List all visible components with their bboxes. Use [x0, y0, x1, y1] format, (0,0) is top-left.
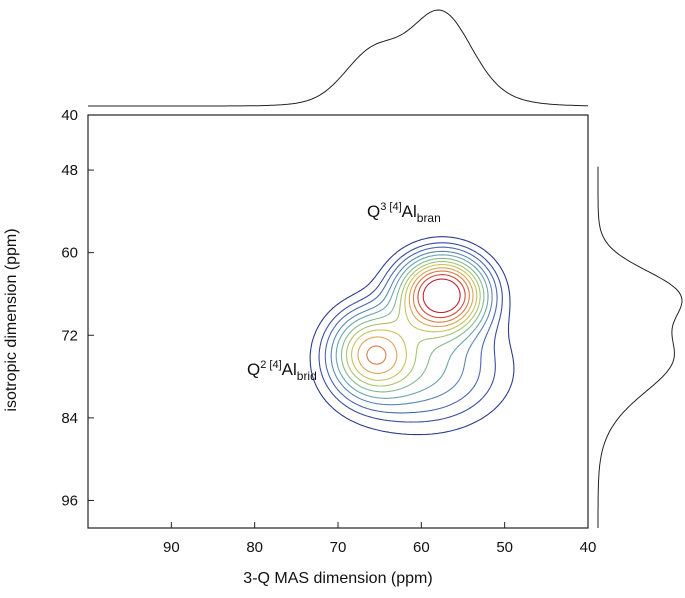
annotation-element: Al	[282, 360, 297, 379]
contour-line	[417, 274, 466, 319]
x-tick-label: 80	[246, 539, 263, 556]
y-tick-label: 48	[61, 162, 78, 179]
annotation: Q3 [4]Albran	[367, 201, 441, 225]
contour-line	[324, 246, 498, 414]
contour-line	[340, 257, 485, 393]
contour-line	[330, 250, 493, 406]
y-tick-label: 96	[61, 492, 78, 509]
x-tick-label: 40	[580, 539, 597, 556]
contour-line	[357, 267, 474, 374]
contour-line	[345, 261, 481, 387]
annotation-sub: bran	[417, 211, 441, 225]
annotation-sup: 3 [4]	[380, 201, 401, 213]
contour-line	[351, 263, 478, 381]
annotation-sup: 2 [4]	[260, 359, 281, 371]
annotation-main: Q	[247, 360, 260, 379]
y-axis-label: isotropic dimension (ppm)	[3, 228, 20, 411]
contour-line	[335, 254, 489, 399]
annotation-sub: brid	[297, 369, 317, 383]
top-projection	[88, 9, 588, 107]
annotation: Q2 [4]Albrid	[247, 359, 317, 383]
y-tick-label: 72	[61, 327, 78, 344]
side-projection	[597, 166, 683, 528]
x-axis-label: 3-Q MAS dimension (ppm)	[243, 570, 432, 587]
y-tick-label: 60	[61, 245, 78, 262]
annotation-element: Al	[402, 202, 417, 221]
y-tick-label: 40	[61, 107, 78, 124]
x-tick-label: 50	[496, 539, 513, 556]
contour-line	[309, 236, 515, 436]
contour-line	[318, 242, 503, 423]
annotation-main: Q	[367, 202, 380, 221]
y-tick-label: 84	[61, 410, 78, 427]
contour-line	[366, 270, 470, 365]
contour-line	[422, 278, 461, 314]
plot-frame	[87, 114, 589, 529]
x-tick-label: 70	[330, 539, 347, 556]
x-tick-label: 60	[413, 539, 430, 556]
x-tick-label: 90	[163, 539, 180, 556]
